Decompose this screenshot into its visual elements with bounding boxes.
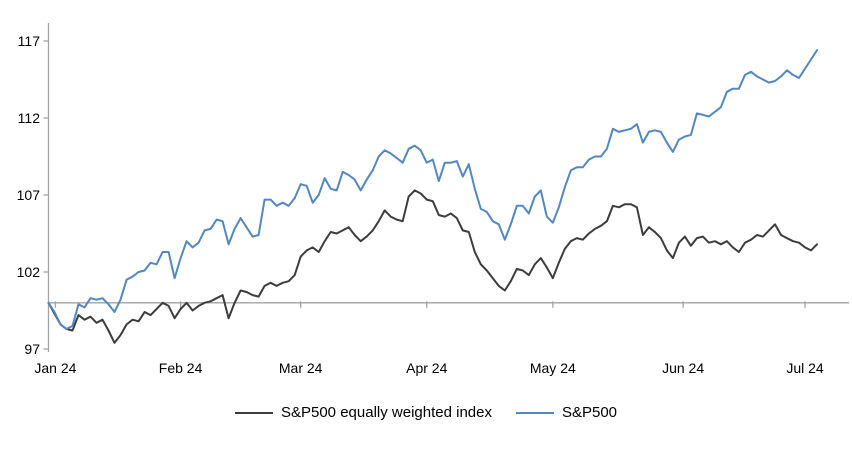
chart-legend: S&P500 equally weighted index S&P500 xyxy=(0,404,852,422)
x-tick-label: Apr 24 xyxy=(406,360,447,376)
x-tick-label: Jun 24 xyxy=(662,360,704,376)
equal-weight-series-line xyxy=(47,189,818,344)
y-tick-label: 117 xyxy=(18,33,41,49)
equal-weight-line-swatch xyxy=(234,411,273,415)
x-tick-label: Feb 24 xyxy=(159,360,203,376)
x-tick-label: Mar 24 xyxy=(279,360,323,376)
x-tick-label: Jul 24 xyxy=(786,360,824,376)
y-tick-label: 102 xyxy=(17,264,41,280)
legend-item-equal-weight: S&P500 equally weighted index xyxy=(234,404,492,422)
legend-item-sp500: S&P500 xyxy=(515,404,618,422)
legend-label-equal-weight: S&P500 equally weighted index xyxy=(280,404,492,421)
y-tick-label: 107 xyxy=(17,187,41,203)
sp500-line-swatch xyxy=(515,411,554,415)
sp500-series-line xyxy=(47,49,818,330)
chart-svg: Jan 24 Feb 24 Mar 24 Apr 24 May 24 Jun 24 Jul … xyxy=(17,23,849,376)
x-tick-label: May 24 xyxy=(530,360,576,376)
x-tick-label: Jan 24 xyxy=(34,360,76,376)
y-tick-label: 112 xyxy=(18,110,41,126)
legend-label-sp500: S&P500 xyxy=(561,404,618,421)
y-tick-label: 97 xyxy=(24,341,40,357)
